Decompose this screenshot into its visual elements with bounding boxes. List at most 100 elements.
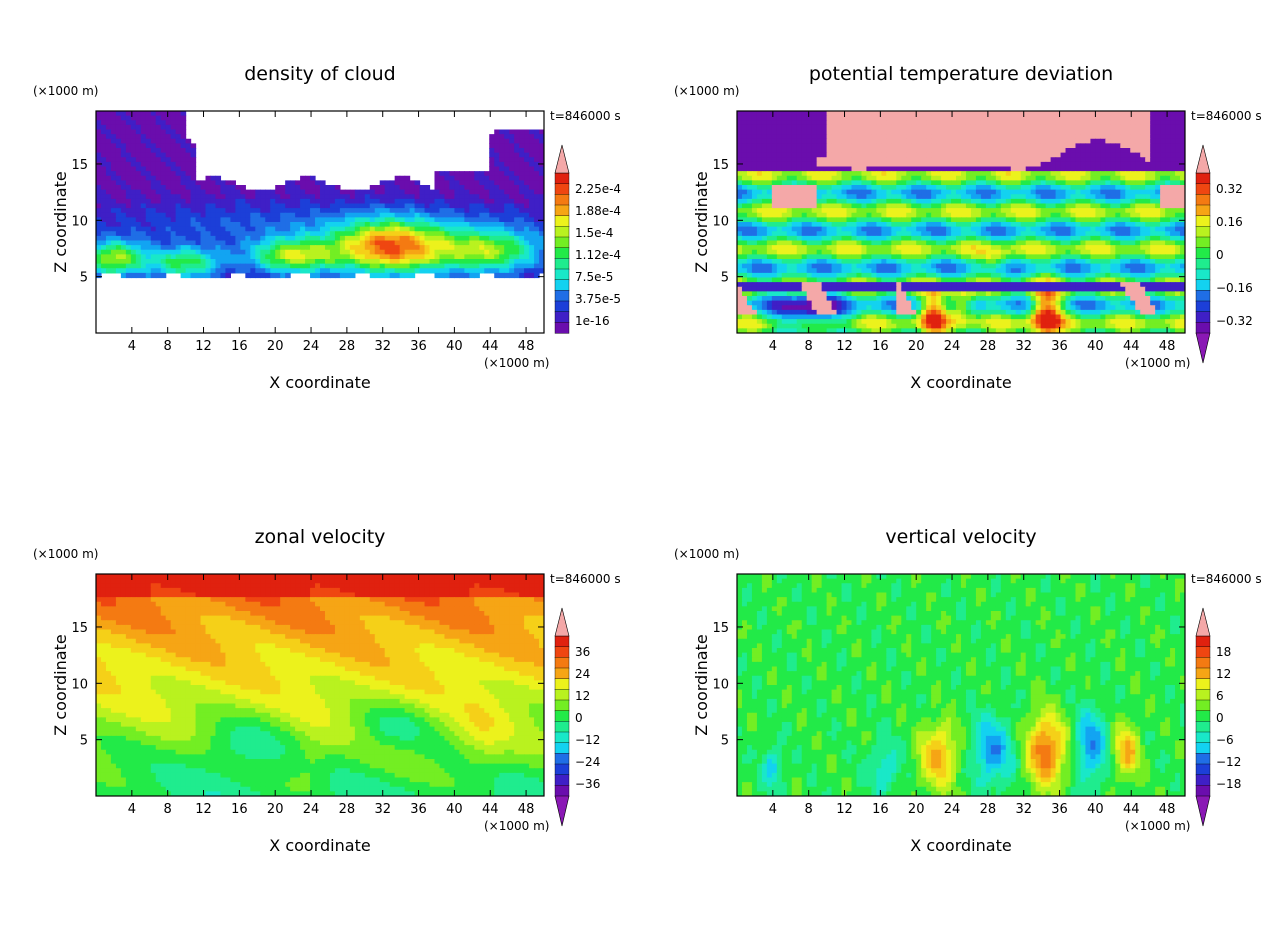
x-tick-label: 32: [374, 802, 391, 817]
colorbar-box: [554, 311, 570, 323]
field-image: [737, 111, 1185, 333]
panel-title: potential temperature deviation: [809, 63, 1113, 85]
colorbar-box: [554, 699, 570, 712]
y-tick-label: 10: [71, 214, 88, 229]
colorbar-box: [1195, 258, 1211, 270]
field-image: [96, 574, 544, 796]
x-tick-label: 4: [769, 802, 777, 817]
x-tick-label: 28: [980, 339, 997, 354]
x-tick-label: 40: [1087, 802, 1104, 817]
colorbar-box: [1195, 667, 1211, 680]
colorbar-box: [554, 215, 570, 227]
colorbar-label: 7.5e-5: [575, 270, 613, 284]
panel-4: vertical velocity (×1000 m) t=846000 s (×10…: [674, 526, 1262, 855]
colorbar-label: 3.75e-5: [575, 292, 621, 306]
y-tick-label: 15: [712, 158, 729, 173]
colorbar-box: [554, 258, 570, 270]
panel-2: potential temperature deviation (×1000 m)…: [674, 63, 1262, 392]
colorbar-box: [554, 646, 570, 658]
colorbar-box: [1195, 247, 1211, 259]
colorbar-label: 12: [575, 689, 590, 703]
colorbar-box: [554, 667, 570, 680]
colorbar-min-triangle: [1195, 795, 1211, 827]
x-unit-label: (×1000 m): [484, 819, 549, 833]
x-tick-label: 48: [1159, 802, 1176, 817]
colorbar-box: [1195, 742, 1211, 754]
colorbar-max-triangle: [1195, 607, 1211, 637]
colorbar-label: −0.16: [1216, 281, 1253, 295]
x-tick-label: 40: [446, 339, 463, 354]
x-tick-label: 12: [836, 339, 853, 354]
colorbar-box: [554, 194, 570, 206]
x-tick-label: 36: [410, 339, 427, 354]
colorbar-box: [1195, 678, 1211, 690]
panel-title: zonal velocity: [255, 526, 386, 548]
colorbar-label: 1.12e-4: [575, 248, 621, 262]
colorbar-box: [554, 635, 570, 648]
time-label: t=846000 s: [1191, 572, 1262, 586]
colorbar-box: [554, 689, 570, 701]
colorbar-label: 6: [1216, 689, 1224, 703]
x-tick-label: 20: [267, 339, 284, 354]
x-tick-label: 16: [231, 802, 248, 817]
colorbar-box: [1195, 311, 1211, 323]
x-tick-label: 16: [872, 802, 889, 817]
x-tick-label: 8: [164, 802, 172, 817]
colorbar-box: [1195, 785, 1211, 797]
y-tick-label: 10: [712, 677, 729, 692]
x-tick-label: 44: [1123, 802, 1140, 817]
x-axis-label: X coordinate: [910, 373, 1011, 392]
x-tick-label: 16: [231, 339, 248, 354]
x-tick-label: 32: [1015, 802, 1032, 817]
x-tick-label: 32: [374, 339, 391, 354]
colorbar-label: 2.25e-4: [575, 182, 621, 196]
colorbar-box: [554, 742, 570, 754]
colorbar-box: [554, 268, 570, 281]
colorbar-label: 0: [1216, 711, 1224, 725]
x-tick-label: 44: [1123, 339, 1140, 354]
colorbar-label: 12: [1216, 667, 1231, 681]
y-tick-label: 10: [712, 214, 729, 229]
x-tick-label: 16: [872, 339, 889, 354]
colorbar-label: −12: [575, 733, 600, 747]
y-axis-label: Z coordinate: [692, 171, 711, 272]
colorbar-label: −36: [575, 777, 600, 791]
colorbar-label: −18: [1216, 777, 1241, 791]
x-tick-label: 4: [769, 339, 777, 354]
colorbar-max-triangle: [554, 607, 570, 637]
colorbar-box: [1195, 183, 1211, 195]
x-tick-label: 48: [518, 802, 535, 817]
x-tick-label: 28: [339, 802, 356, 817]
colorbar-box: [1195, 699, 1211, 712]
x-tick-label: 4: [128, 339, 136, 354]
y-tick-label: 5: [721, 734, 729, 749]
colorbar-label: 1.5e-4: [575, 226, 613, 240]
colorbar-box: [554, 300, 570, 313]
colorbar: 0.32 0.16 0 −0.16 −0.32: [1195, 144, 1253, 364]
y-tick-label: 5: [80, 734, 88, 749]
colorbar-box: [1195, 172, 1211, 185]
x-tick-label: 8: [164, 339, 172, 354]
colorbar-label: 0: [1216, 248, 1224, 262]
colorbar-box: [1195, 236, 1211, 249]
colorbar-box: [554, 710, 570, 722]
y-axis-label: Z coordinate: [692, 634, 711, 735]
plot-frame: [736, 110, 1186, 334]
x-tick-label: 20: [908, 339, 925, 354]
colorbar-box: [1195, 300, 1211, 313]
colorbar-label: −24: [575, 755, 600, 769]
x-tick-label: 28: [980, 802, 997, 817]
colorbar-label: −12: [1216, 755, 1241, 769]
x-tick-label: 40: [1087, 339, 1104, 354]
colorbar-box: [1195, 763, 1211, 776]
colorbar-box: [1195, 774, 1211, 786]
colorbar-label: 1e-16: [575, 314, 610, 328]
y-tick-label: 15: [71, 621, 88, 636]
colorbar-box: [1195, 290, 1211, 302]
colorbar-label: 0.32: [1216, 182, 1243, 196]
colorbar-box: [554, 721, 570, 733]
colorbar-min-triangle: [1195, 332, 1211, 364]
colorbar-label: 24: [575, 667, 590, 681]
plot-frame: [95, 110, 545, 334]
